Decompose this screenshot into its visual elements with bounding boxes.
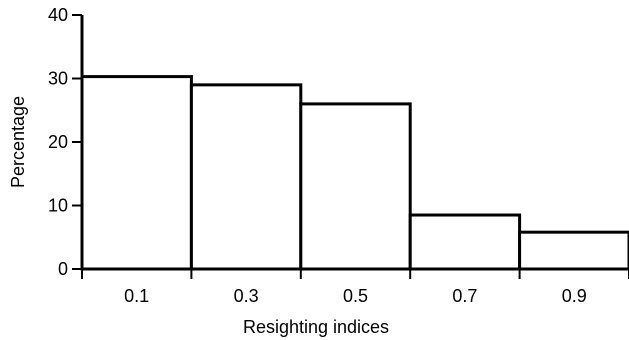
x-tick-label: 0.3	[234, 286, 259, 306]
x-tick-label: 0.1	[124, 286, 149, 306]
x-tick-label: 0.5	[343, 286, 368, 306]
x-tick-label: 0.9	[562, 286, 587, 306]
x-axis-title: Resighting indices	[243, 317, 389, 337]
bar-0.5	[301, 104, 410, 269]
y-tick-label: 10	[48, 196, 68, 216]
x-ticks-group: 0.1 0.3 0.5 0.7 0.9	[82, 269, 629, 306]
bars-group	[82, 77, 629, 269]
x-tick-label: 0.7	[452, 286, 477, 306]
y-tick-label: 0	[58, 259, 68, 279]
bar-0.7	[410, 215, 519, 269]
y-tick-label: 30	[48, 69, 68, 89]
bar-0.1	[82, 77, 191, 269]
bar-0.9	[520, 232, 629, 269]
y-ticks-group: 0 10 20 30 40	[48, 5, 82, 279]
y-tick-label: 40	[48, 5, 68, 25]
y-tick-label: 20	[48, 132, 68, 152]
y-axis-title: Percentage	[8, 96, 28, 188]
bar-0.3	[191, 85, 300, 269]
